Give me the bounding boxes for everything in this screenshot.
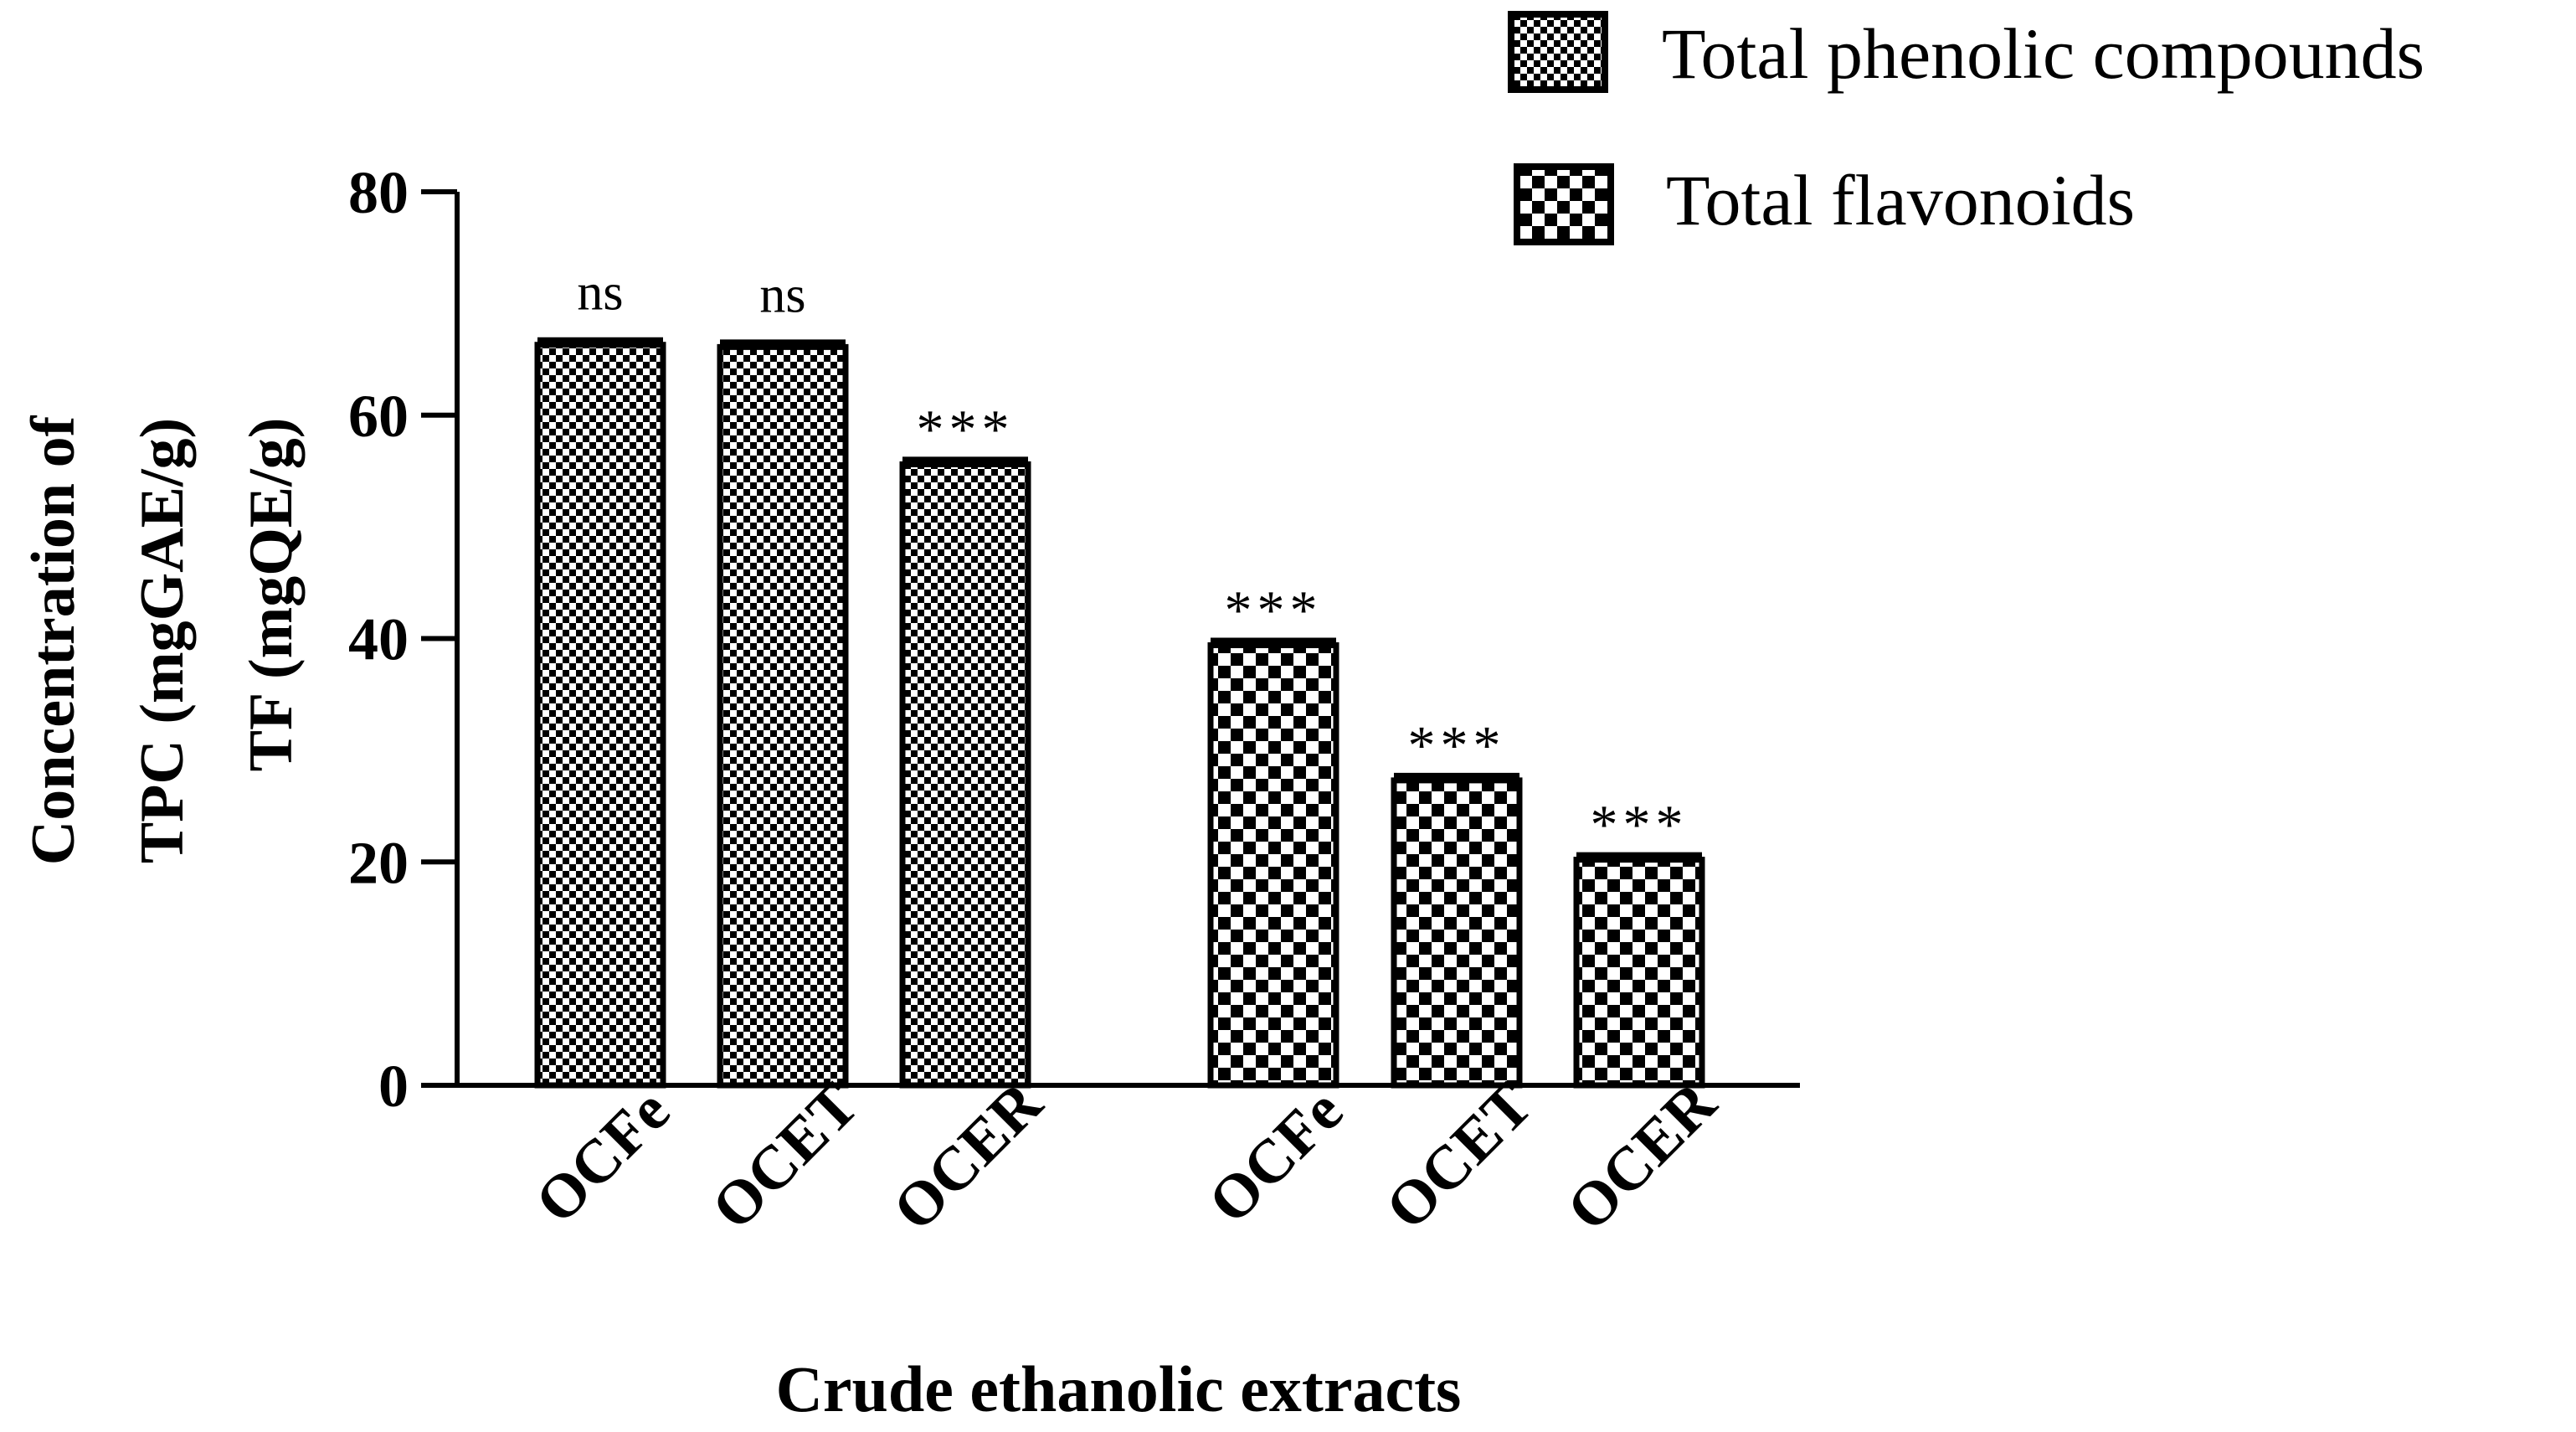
x-axis-title: Crude ethanolic extracts bbox=[776, 1352, 1462, 1425]
x-tick-label: OCFe bbox=[1195, 1076, 1356, 1237]
significance-label: ns bbox=[577, 265, 623, 322]
legend-swatch-total-phenolic bbox=[1508, 11, 1608, 93]
legend: Total phenolic compounds Total flavonoid… bbox=[1508, 11, 2424, 245]
significance-label: *** bbox=[917, 399, 1015, 460]
y-tick-label: 80 bbox=[348, 159, 409, 226]
y-axis-title: Concentration of TPC (mgGAE/g) TF (mgQE/… bbox=[19, 415, 306, 865]
significance-label: *** bbox=[1591, 795, 1689, 856]
bar-tpc-ocfe bbox=[534, 342, 666, 1089]
x-tick-label: OCFe bbox=[522, 1076, 683, 1237]
y-tick-label: 60 bbox=[348, 383, 409, 450]
significance-label: *** bbox=[1225, 580, 1323, 641]
bar-tpc-ocet bbox=[717, 343, 849, 1089]
x-tick-label: OCER bbox=[880, 1068, 1056, 1244]
legend-swatch-total-flavonoids bbox=[1514, 163, 1614, 245]
bar-tpc-ocer bbox=[899, 461, 1031, 1089]
legend-item-total-phenolic: Total phenolic compounds bbox=[1508, 11, 2424, 94]
y-axis-title-line-2: TPC (mgGAE/g) bbox=[128, 418, 197, 863]
bars bbox=[534, 337, 1705, 1089]
bar-tf-ocfe bbox=[1207, 642, 1339, 1089]
bar-tf-ocer bbox=[1573, 857, 1705, 1089]
bar-tf-ocet bbox=[1391, 777, 1523, 1089]
y-tick-label: 40 bbox=[348, 606, 409, 673]
legend-item-total-flavonoids: Total flavonoids bbox=[1514, 160, 2135, 245]
x-tick-label: OCET bbox=[699, 1070, 872, 1243]
y-axis-title-line-3: TF (mgQE/g) bbox=[237, 418, 306, 772]
legend-label-total-flavonoids: Total flavonoids bbox=[1666, 160, 2135, 240]
y-axis-ticks: 0 20 40 60 80 bbox=[348, 159, 457, 1120]
significance-label: *** bbox=[1408, 715, 1506, 776]
significance-label: ns bbox=[759, 266, 805, 323]
x-tick-label: OCER bbox=[1554, 1068, 1730, 1244]
legend-label-total-phenolic: Total phenolic compounds bbox=[1662, 13, 2424, 94]
significance-annotations: ns ns *** *** *** *** bbox=[577, 265, 1689, 856]
y-tick-label: 0 bbox=[378, 1053, 409, 1120]
y-tick-label: 20 bbox=[348, 829, 409, 896]
x-tick-label: OCET bbox=[1373, 1070, 1545, 1243]
y-axis-title-line-1: Concentration of bbox=[19, 415, 88, 865]
x-axis-tick-labels: OCFe OCET OCER OCFe OCET OCER bbox=[522, 1068, 1730, 1244]
